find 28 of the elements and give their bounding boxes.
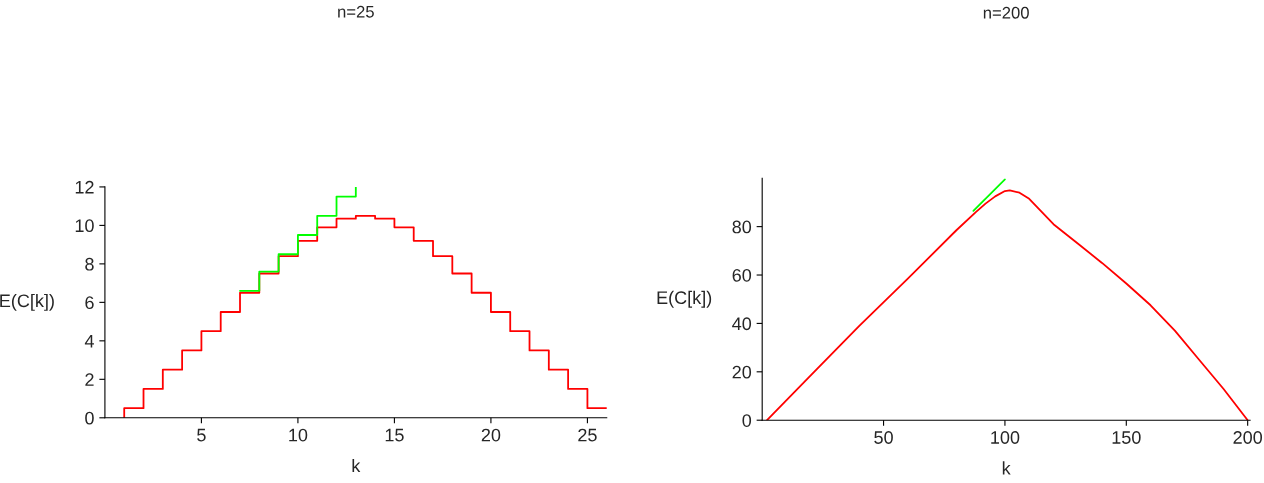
x-tick-label: 100 xyxy=(991,431,1020,444)
line-series xyxy=(766,189,1249,421)
y-axis-title: E(C[k]) xyxy=(0,293,54,311)
y-tick-label: 0 xyxy=(85,411,94,425)
x-tick-label: 10 xyxy=(289,428,308,442)
x-tick-label: 150 xyxy=(1112,431,1141,444)
y-tick-label: 4 xyxy=(84,334,94,348)
y-tick-label: 12 xyxy=(75,180,94,194)
chart-title: n=25 xyxy=(338,5,374,18)
y-tick-label: 60 xyxy=(732,268,752,282)
y-tick-label: 8 xyxy=(85,257,94,271)
x-tick-label: 200 xyxy=(1233,431,1263,444)
y-tick-label: 40 xyxy=(732,317,752,331)
chart-title: n=200 xyxy=(983,6,1029,19)
y-tick-label: 20 xyxy=(732,365,752,379)
y-tick-label: 10 xyxy=(75,219,94,233)
x-tick-label: 25 xyxy=(578,428,597,442)
y-tick-label: 2 xyxy=(85,373,94,386)
x-tick-label: 20 xyxy=(481,428,501,442)
y-tick-label: 80 xyxy=(732,220,752,234)
x-tick-label: 15 xyxy=(385,428,404,442)
x-tick-label: 5 xyxy=(197,428,206,442)
x-tick-label: 50 xyxy=(874,431,893,444)
x-axis-title: k xyxy=(352,458,361,473)
y-axis-title: E(C[k]) xyxy=(657,290,712,308)
y-tick-label: 0 xyxy=(742,414,752,427)
x-axis-title: k xyxy=(1002,461,1011,475)
y-tick-label: 6 xyxy=(85,296,94,310)
